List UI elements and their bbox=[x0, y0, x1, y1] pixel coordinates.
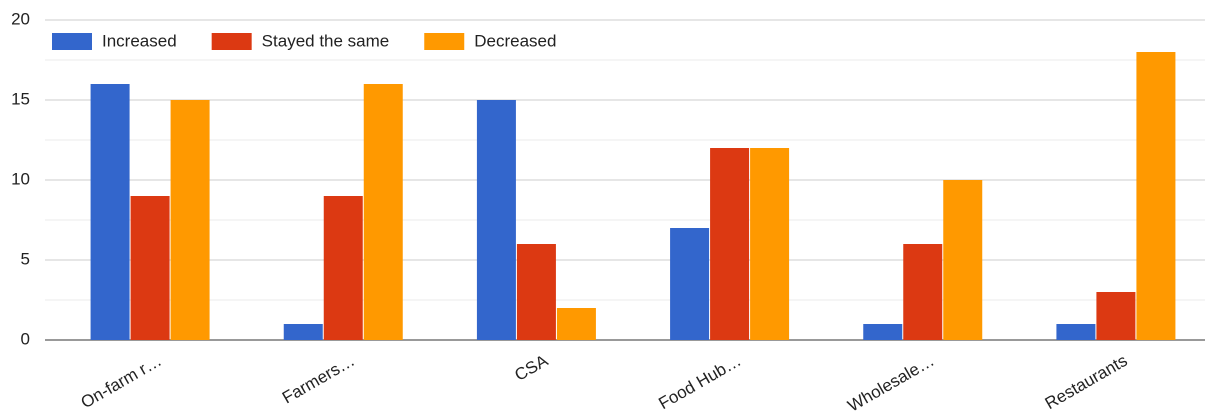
bar bbox=[943, 180, 983, 340]
legend-swatch bbox=[211, 33, 252, 50]
y-tick-label: 5 bbox=[21, 249, 30, 268]
bar bbox=[516, 244, 556, 340]
y-tick-label: 20 bbox=[11, 9, 30, 28]
bar bbox=[1096, 292, 1136, 340]
bar bbox=[710, 148, 750, 340]
bar bbox=[863, 324, 903, 340]
bar bbox=[283, 324, 323, 340]
legend-swatch bbox=[52, 33, 92, 50]
y-tick-label: 15 bbox=[11, 89, 30, 108]
bar bbox=[1136, 52, 1176, 340]
bar bbox=[556, 308, 596, 340]
bar bbox=[323, 196, 363, 340]
x-tick-label: CSA bbox=[511, 351, 551, 385]
y-tick-label: 10 bbox=[11, 169, 30, 188]
bar bbox=[1056, 324, 1096, 340]
bar bbox=[903, 244, 943, 340]
bar bbox=[130, 196, 170, 340]
legend-label: Stayed the same bbox=[262, 31, 390, 50]
bar bbox=[90, 84, 130, 340]
x-tick-label: Food Hub… bbox=[655, 351, 744, 413]
bar bbox=[750, 148, 790, 340]
x-tick-label: Wholesale… bbox=[845, 351, 938, 415]
bar bbox=[170, 100, 210, 340]
bar bbox=[476, 100, 516, 340]
legend-label: Increased bbox=[102, 31, 177, 50]
y-tick-label: 0 bbox=[21, 329, 30, 348]
bar bbox=[363, 84, 403, 340]
x-tick-label: Farmers… bbox=[279, 351, 358, 408]
legend-label: Decreased bbox=[474, 31, 556, 50]
legend-swatch bbox=[424, 33, 465, 50]
bar bbox=[670, 228, 710, 340]
x-tick-label: On-farm r… bbox=[78, 351, 165, 412]
x-tick-label: Restaurants bbox=[1042, 351, 1131, 413]
